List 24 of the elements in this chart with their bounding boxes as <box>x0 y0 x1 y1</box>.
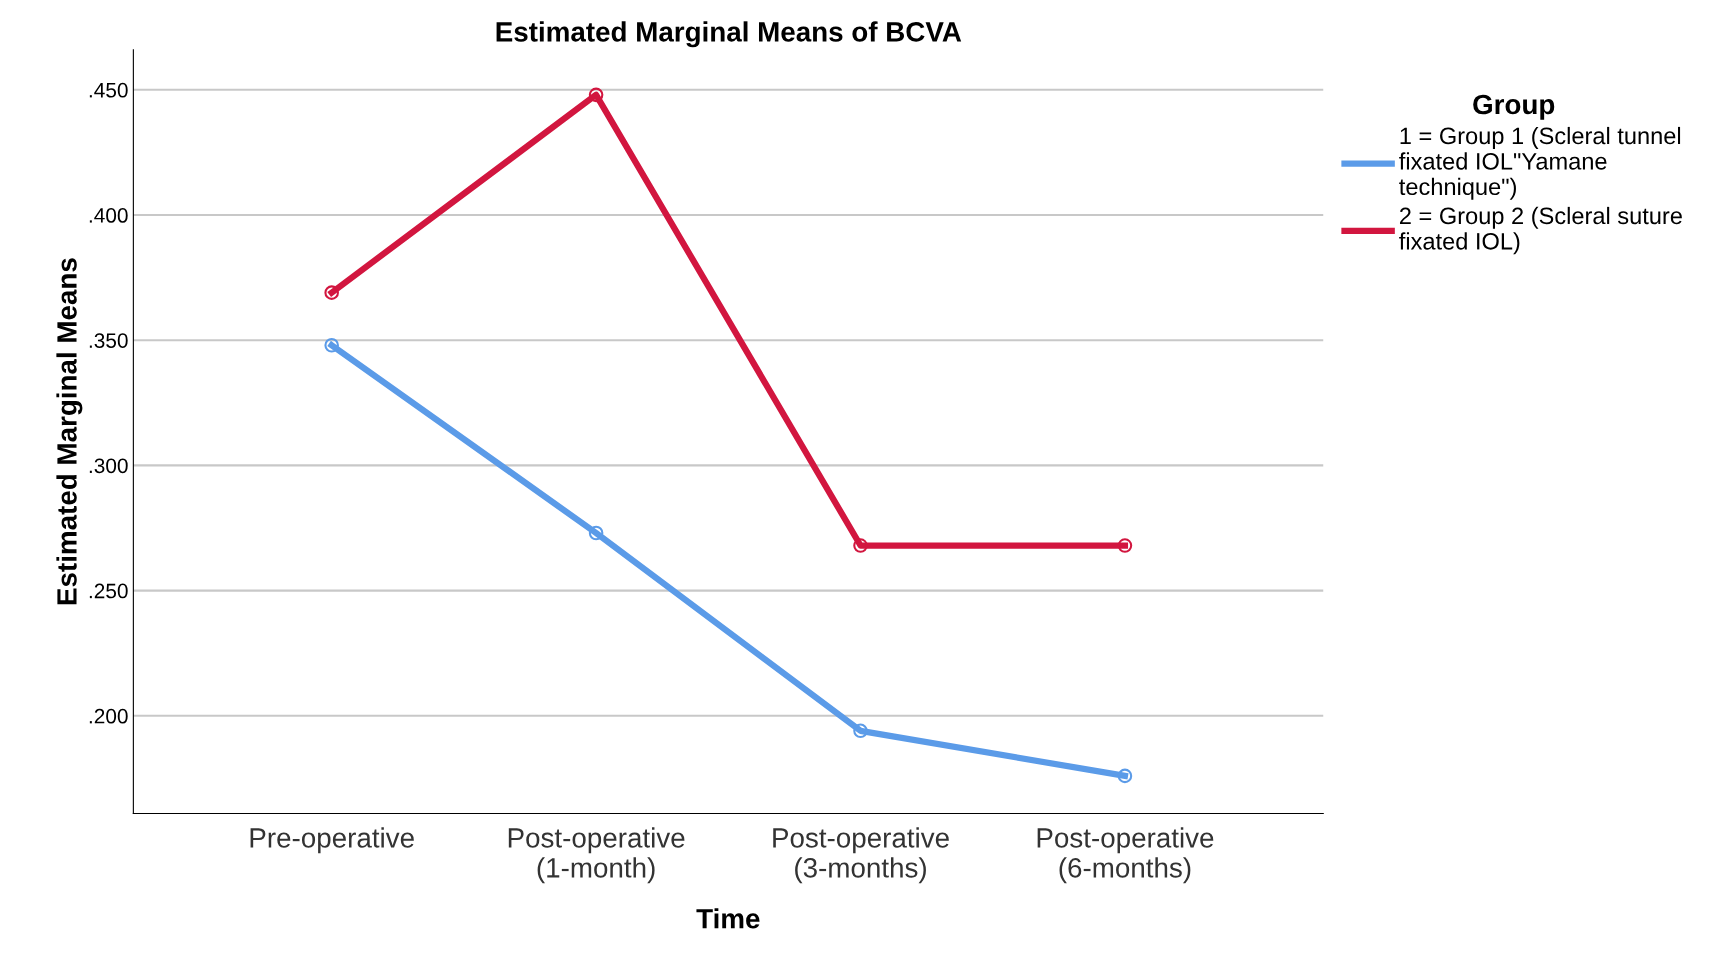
y-tick-label: .300 <box>89 458 128 474</box>
y-tick-label: .450 <box>89 82 128 98</box>
y-tick-label: .250 <box>89 583 128 599</box>
legend-label: 2 = Group 2 (Scleral suture fixated IOL) <box>1399 206 1682 255</box>
point <box>324 285 339 300</box>
y-tick-label: .350 <box>89 333 128 348</box>
legend-title: Group <box>1473 94 1555 120</box>
point <box>324 337 339 353</box>
legend-label: 1 = Group 1 (Scleral tunnel fixated IOL"Yamane technique") <box>1399 126 1681 200</box>
x-tick-label: Post-operative (6-months) <box>1037 827 1214 884</box>
y-tick-label: .400 <box>89 208 128 223</box>
point <box>853 723 868 739</box>
x-tick-label: Post-operative (3-months) <box>773 827 949 884</box>
y-tick-label: .200 <box>89 708 128 724</box>
point <box>588 87 604 103</box>
point <box>1117 768 1133 784</box>
chart-title: Estimated Marginal Means of BCVA <box>496 21 962 48</box>
x-tick-label: Post-operative (1-month) <box>508 827 685 884</box>
point <box>1117 538 1133 553</box>
x-tick-label: Pre-operative <box>250 827 414 854</box>
point <box>588 525 604 541</box>
x-axis-title: Time <box>696 908 760 929</box>
point <box>853 538 868 553</box>
y-axis-title: Estimated Marginal Means <box>56 258 83 605</box>
